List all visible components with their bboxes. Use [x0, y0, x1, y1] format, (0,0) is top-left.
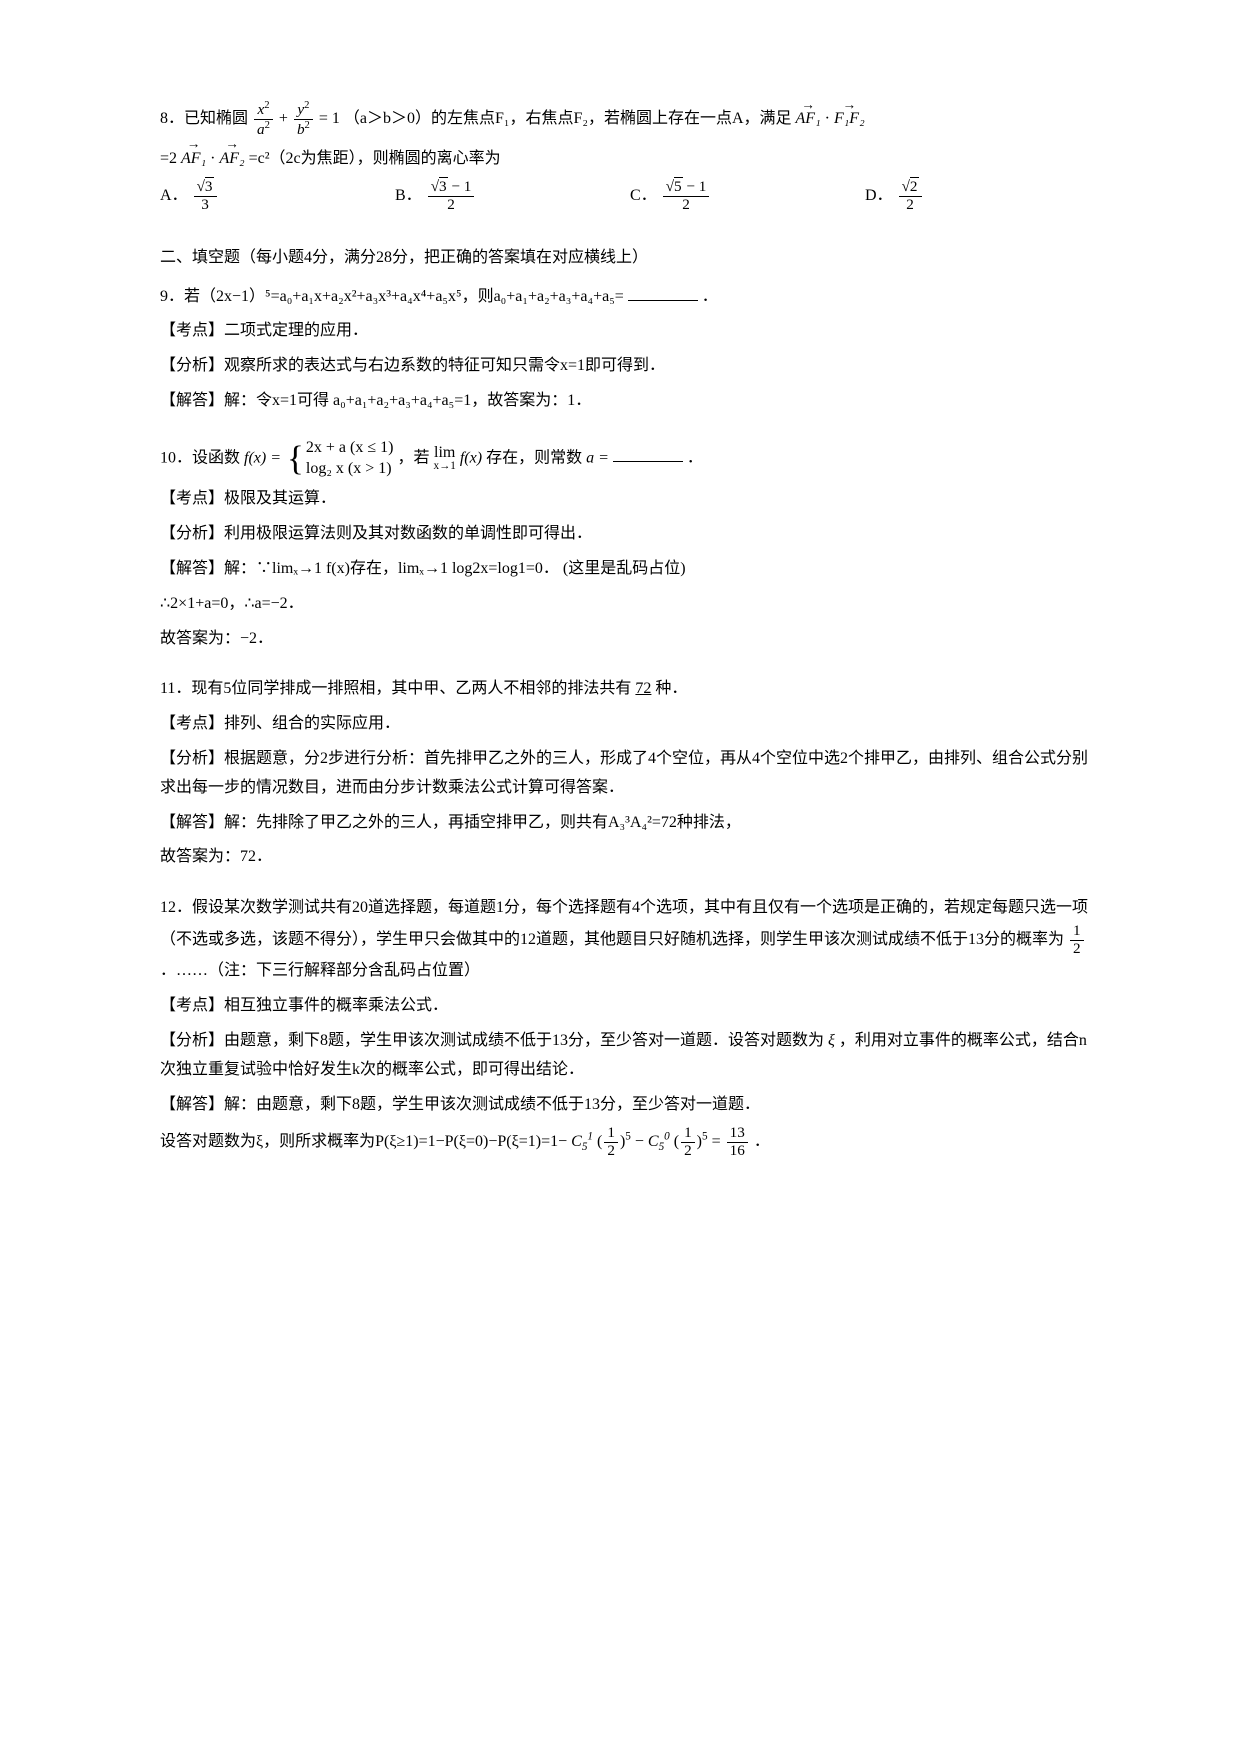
q10-kaodian: 【考点】极限及其运算．: [160, 485, 1100, 514]
q10-lim: lim x→1: [433, 445, 455, 472]
choice-d-label: D．: [865, 187, 893, 204]
q8-prefix: 8．已知椭圆: [160, 110, 248, 127]
q8-choice-b[interactable]: B． 3 − 1 2: [395, 179, 630, 213]
q9-analysis: 【分析】观察所求的表达式与右边系数的特征可知只需令x=1即可得到．: [160, 352, 1100, 381]
q12-stem-a: 12．假设某次数学测试共有20道选择题，每道题1分，每个选择题有4个选项，其中有…: [160, 899, 1088, 948]
choice-c-frac: 5 − 1 2: [663, 179, 710, 213]
q11-answer-text: 72: [635, 680, 651, 697]
q9-period: ．: [702, 288, 718, 305]
question-11: 11．现有5位同学排成一排照相，其中甲、乙两人不相邻的排法共有 72 种． 【考…: [160, 675, 1100, 872]
vec-af1b: AF₁: [181, 145, 206, 174]
q10-solve2: ∴2×1+a=0，∴a=−2．: [160, 590, 1100, 619]
q10-analysis: 【分析】利用极限运算法则及其对数函数的单调性即可得出．: [160, 520, 1100, 549]
q12-analysis-a: 【分析】由题意，剩下8题，学生甲该次测试成绩不低于13分，至少答对一道题．设答对…: [160, 1032, 824, 1049]
q12-solve1: 【解答】解：由题意，剩下8题，学生甲该次测试成绩不低于13分，至少答对一道题．: [160, 1091, 1100, 1120]
q12-period: ．: [754, 1133, 770, 1150]
q10-aeq: a =: [586, 449, 609, 466]
q12-stem: 12．假设某次数学测试共有20道选择题，每道题1分，每个选择题有4个选项，其中有…: [160, 894, 1100, 986]
q8-choices: A． 3 3 B． 3 − 1 2 C． 5 − 1 2: [160, 179, 1100, 213]
vec-f1f2: F₁F₂: [834, 105, 865, 134]
section-2-title-text: 二、填空题（每小题4分，满分28分，把正确的答案填在对应横线上）: [160, 249, 648, 266]
q8-mid: （a＞b＞0）的左焦点F₁，右焦点F₂，若椭圆上存在一点A，满足: [344, 110, 792, 127]
q11-solve2: 故答案为：72．: [160, 843, 1100, 872]
q8-choice-c[interactable]: C． 5 − 1 2: [630, 179, 865, 213]
q8-choice-a[interactable]: A． 3 3: [160, 179, 395, 213]
q8-frac2: y2 b2: [294, 100, 313, 139]
question-12: 12．假设某次数学测试共有20道选择题，每道题1分，每个选择题有4个选项，其中有…: [160, 894, 1100, 1160]
choice-c-label: C．: [630, 187, 657, 204]
p5b: 12: [681, 1125, 695, 1159]
minus: −: [635, 1133, 648, 1150]
vec-af1: AF₁: [796, 105, 821, 134]
q8-eq2-prefix: =2: [160, 150, 177, 167]
q8-choice-d[interactable]: D． 2 2: [865, 179, 1100, 213]
eq-one: = 1: [319, 110, 344, 127]
q8-frac1: x2 a2: [254, 100, 273, 139]
question-9: 9．若（2x−1）⁵=a₀+a₁x+a₂x²+a₃x³+a₄x⁴+a₅x⁵，则a…: [160, 283, 1100, 416]
q11-solve1: 【解答】解：先排除了甲乙之外的三人，再插空排甲乙，则共有A₃³A₄²=72种排法…: [160, 809, 1100, 838]
q8-line2: =2 AF₁ · AF₂ =c²（2c为焦距），则椭圆的离心率为: [160, 145, 1100, 174]
comb1: C50: [648, 1133, 674, 1150]
eq-res: =: [712, 1133, 725, 1150]
choice-b-frac: 3 − 1 2: [428, 179, 475, 213]
question-10: 10．设函数 f(x) = { 2x + a (x ≤ 1) log₂ x (x…: [160, 438, 1100, 654]
xi-symbol: ξ: [828, 1032, 835, 1049]
q10-stem: 10．设函数 f(x) = { 2x + a (x ≤ 1) log₂ x (x…: [160, 438, 1100, 480]
q9-kaodian: 【考点】二项式定理的应用．: [160, 317, 1100, 346]
p5a: 12: [604, 1125, 618, 1159]
q10-case2: log₂ x (x > 1): [306, 460, 392, 477]
choice-d-frac: 2 2: [899, 179, 922, 213]
choice-b-label: B．: [395, 187, 422, 204]
q12-half: 1 2: [1070, 923, 1084, 957]
q11-stem-a: 11．现有5位同学排成一排照相，其中甲、乙两人不相邻的排法共有: [160, 680, 631, 697]
q9-stem-text: 9．若（2x−1）⁵=a₀+a₁x+a₂x²+a₃x³+a₄x⁴+a₅x⁵，则a…: [160, 288, 624, 305]
q10-case1: 2x + a (x ≤ 1): [306, 439, 394, 456]
q10-flabel: f(x) =: [244, 449, 285, 466]
vec-af2: AF₂: [219, 145, 244, 174]
q10-mid1: ，若: [397, 449, 429, 466]
q12-kaodian: 【考点】相互独立事件的概率乘法公式．: [160, 992, 1100, 1021]
dot1: ·: [825, 110, 834, 127]
q10-solve1: 【解答】解：∵limₓ→1 f(x)存在，limₓ→1 log2x=log1=0…: [160, 555, 1100, 584]
q10-piecewise: { 2x + a (x ≤ 1) log₂ x (x > 1): [285, 438, 393, 480]
q12-solve2: 设答对题数为ξ，则所求概率为P(ξ≥1)=1−P(ξ=0)−P(ξ=1)=1− …: [160, 1125, 1100, 1159]
q10-limf: f(x): [460, 449, 482, 466]
q11-kaodian: 【考点】排列、组合的实际应用．: [160, 710, 1100, 739]
q10-prefix: 10．设函数: [160, 449, 240, 466]
res-frac: 13 16: [727, 1125, 748, 1159]
choice-a-label: A．: [160, 187, 188, 204]
q8-stem: 8．已知椭圆 x2 a2 + y2 b2 = 1 （a＞b＞0）的左焦点F₁，右…: [160, 100, 1100, 139]
q10-answer-line[interactable]: [613, 445, 683, 462]
q9-stem: 9．若（2x−1）⁵=a₀+a₁x+a₂x²+a₃x³+a₄x⁴+a₅x⁵，则a…: [160, 283, 1100, 312]
choice-a-frac: 3 3: [194, 179, 217, 213]
q9-answer-line[interactable]: [628, 284, 698, 301]
q12-solve2a: 设答对题数为ξ，则所求概率为P(ξ≥1)=1−P(ξ=0)−P(ξ=1)=1−: [160, 1133, 567, 1150]
q12-analysis: 【分析】由题意，剩下8题，学生甲该次测试成绩不低于13分，至少答对一道题．设答对…: [160, 1027, 1100, 1085]
q12-stem-b: ．……（注：下三行解释部分含乱码占位置）: [160, 962, 480, 979]
question-8: 8．已知椭圆 x2 a2 + y2 b2 = 1 （a＞b＞0）的左焦点F₁，右…: [160, 100, 1100, 214]
q9-solve: 【解答】解：令x=1可得 a₀+a₁+a₂+a₃+a₄+a₅=1，故答案为：1．: [160, 387, 1100, 416]
comb2: C51: [571, 1133, 597, 1150]
section-2-title: 二、填空题（每小题4分，满分28分，把正确的答案填在对应横线上）: [160, 244, 1100, 273]
q11-stem-b: 种．: [655, 680, 687, 697]
q10-period: ．: [687, 449, 703, 466]
q10-solve3: 故答案为：−2．: [160, 625, 1100, 654]
q8-eqc2: =c²（2c为焦距），则椭圆的离心率为: [249, 150, 501, 167]
q11-stem: 11．现有5位同学排成一排照相，其中甲、乙两人不相邻的排法共有 72 种．: [160, 675, 1100, 704]
q10-mid2: 存在，则常数: [486, 449, 582, 466]
q11-analysis: 【分析】根据题意，分2步进行分析：首先排甲乙之外的三人，形成了4个空位，再从4个…: [160, 745, 1100, 803]
plus-sign: +: [279, 110, 292, 127]
